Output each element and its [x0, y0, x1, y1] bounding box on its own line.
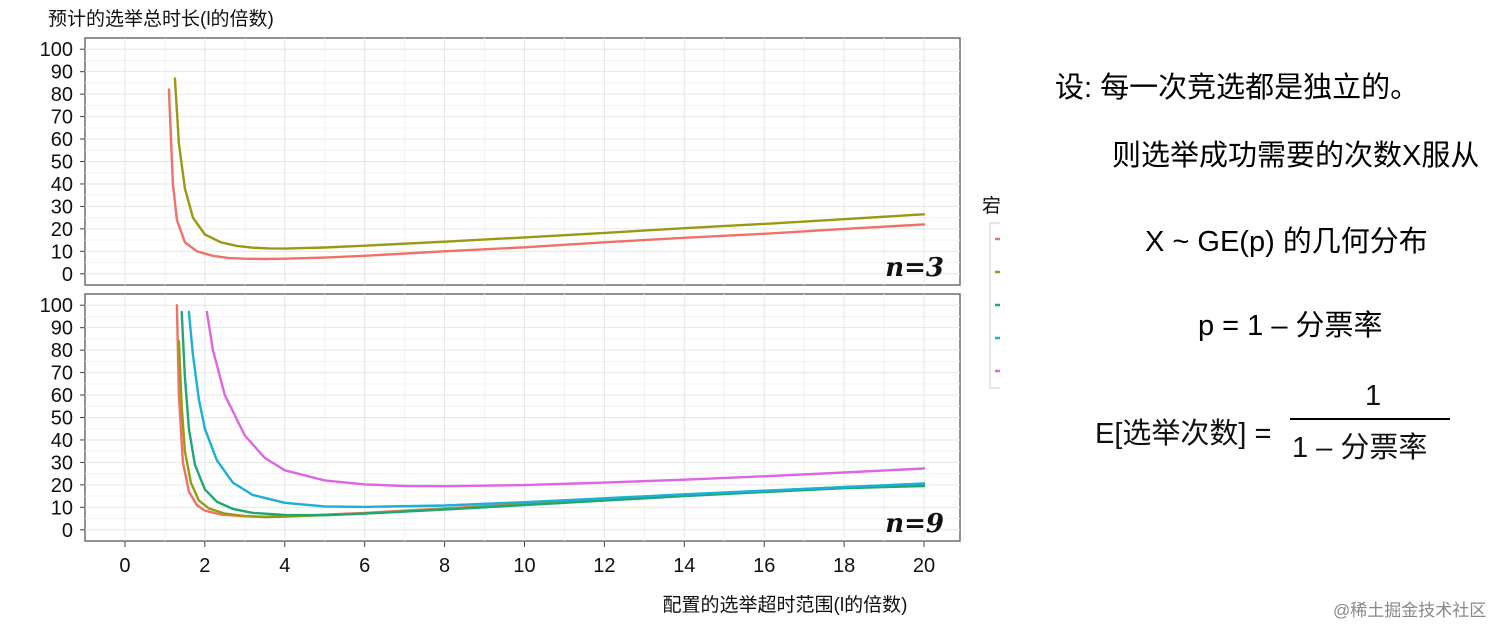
legend-title: 宕机节点数 [982, 195, 1000, 217]
y-tick-label: 40 [51, 430, 73, 452]
y-tick-label: 90 [51, 318, 73, 340]
y-tick-label: 60 [51, 385, 73, 407]
series-line-2 [180, 310, 926, 517]
y-tick-label: 40 [51, 174, 73, 196]
series-line-3 [187, 310, 926, 509]
series-line-1 [173, 77, 926, 250]
x-tick-label: 6 [359, 555, 370, 577]
x-tick-label: 2 [199, 555, 210, 577]
text-independence: 设: 每一次竞选都是独立的。 [1055, 72, 1420, 104]
panel-label: n=3 [885, 253, 944, 283]
formula-denominator: 1 – 分票率 [1292, 432, 1428, 464]
y-tick-label: 20 [51, 475, 73, 497]
x-tick-label: 18 [833, 555, 855, 577]
panel-label: n=9 [885, 509, 944, 539]
x-tick-label: 20 [913, 555, 935, 577]
y-tick-label: 10 [51, 241, 73, 263]
y-tick-label: 0 [62, 520, 73, 542]
y-tick-label: 30 [51, 452, 73, 474]
text-trials-count: 则选举成功需要的次数X服从 [1112, 140, 1480, 172]
text-probability: p = 1 – 分票率 [1198, 310, 1383, 342]
y-tick-label: 50 [51, 152, 73, 174]
y-tick-label: 100 [40, 39, 73, 61]
y-tick-label: 90 [51, 62, 73, 84]
x-tick-label: 0 [119, 555, 130, 577]
y-tick-label: 60 [51, 129, 73, 151]
y-tick-label: 30 [51, 196, 73, 218]
x-tick-label: 10 [513, 555, 535, 577]
formula-lhs: E[选举次数] = [1095, 418, 1272, 450]
series-line-4 [205, 310, 926, 488]
y-tick-label: 10 [51, 497, 73, 519]
source-credit: @稀土掘金技术社区 [1333, 601, 1487, 620]
y-tick-label: 70 [51, 107, 73, 129]
y-axis-title: 预计的选举总时长(l的倍数) [48, 8, 274, 30]
formula-numerator: 1 [1365, 380, 1382, 412]
y-tick-label: 80 [51, 340, 73, 362]
series-line-0 [167, 88, 926, 261]
x-tick-label: 8 [439, 555, 450, 577]
fraction-bar [1290, 418, 1450, 420]
x-tick-label: 14 [673, 555, 695, 577]
x-axis-title: 配置的选举超时范围(l的倍数) [663, 594, 908, 616]
x-tick-label: 16 [753, 555, 775, 577]
y-tick-label: 20 [51, 219, 73, 241]
x-tick-label: 12 [593, 555, 615, 577]
chart-figure: 预计的选举总时长(l的倍数)0102030405060708090100n=30… [40, 8, 1000, 616]
y-tick-label: 0 [62, 264, 73, 286]
x-tick-label: 4 [279, 555, 290, 577]
y-tick-label: 50 [51, 408, 73, 430]
y-tick-label: 80 [51, 84, 73, 106]
y-tick-label: 70 [51, 363, 73, 385]
y-tick-label: 100 [40, 295, 73, 317]
text-geometric-distribution: X ~ GE(p) 的几何分布 [1145, 226, 1428, 258]
